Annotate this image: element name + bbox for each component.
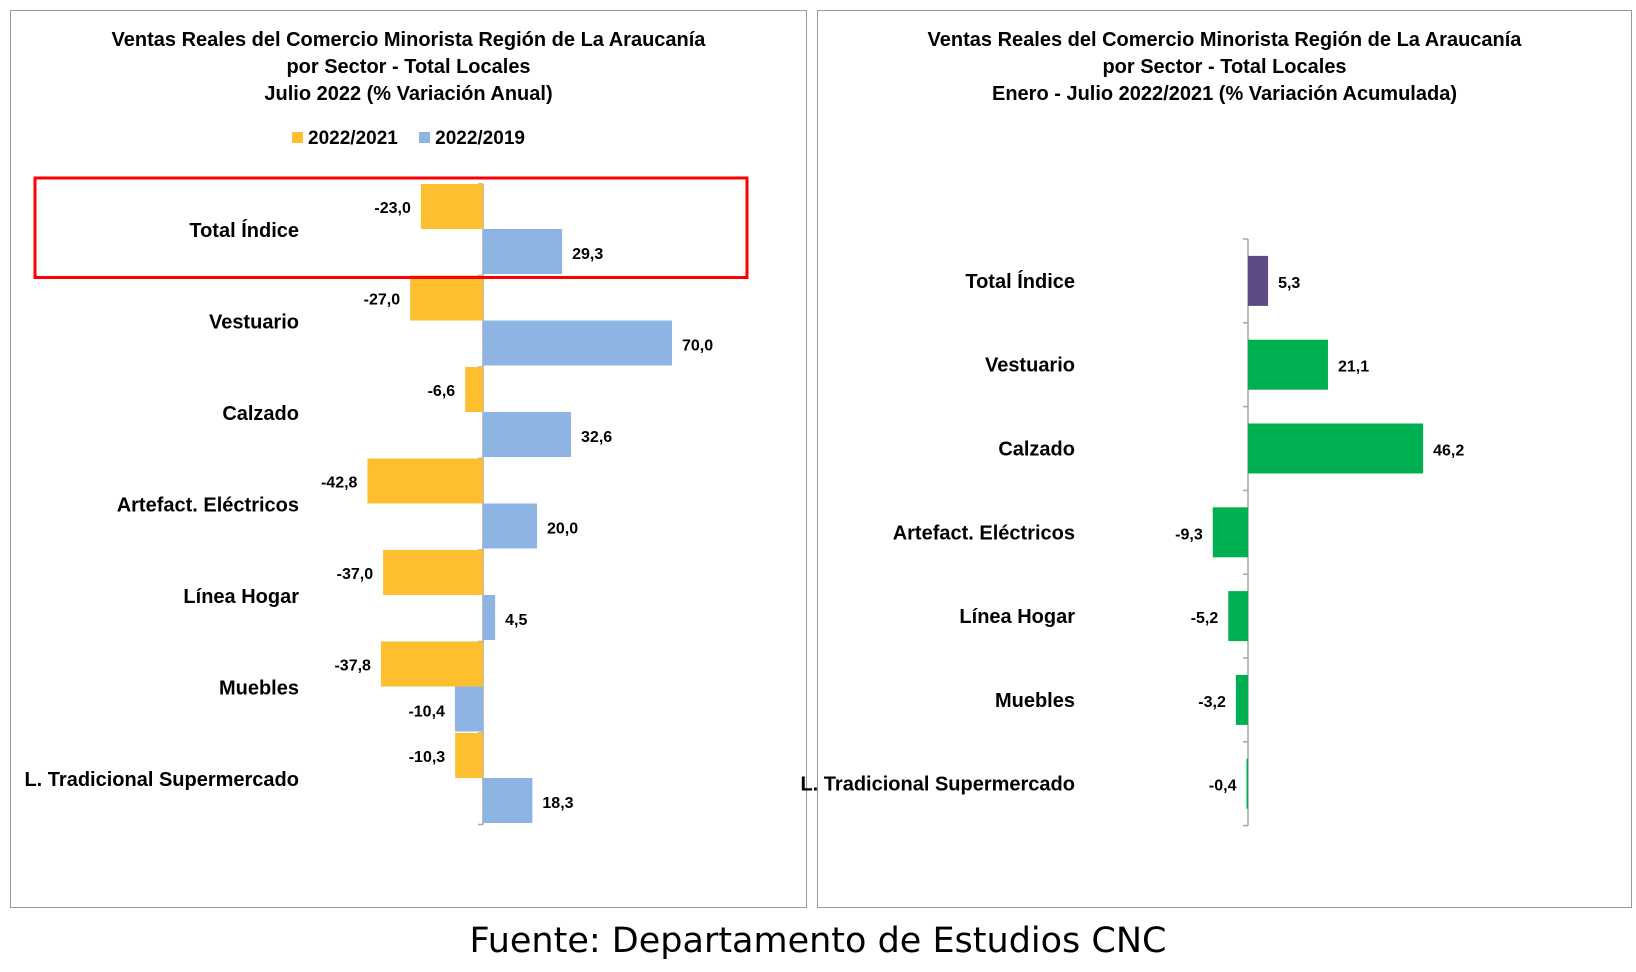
source-caption: Fuente: Departamento de Estudios CNC bbox=[469, 921, 1167, 961]
left-bar-2022-2021-artefact-electricos bbox=[367, 458, 483, 504]
right-bar-l-tradicional-supermercado bbox=[1246, 758, 1248, 809]
right-value-label-muebles: -3,2 bbox=[1198, 694, 1226, 711]
right-bar-linea-hogar bbox=[1228, 591, 1248, 642]
left-bar-2022-2021-vestuario bbox=[410, 275, 483, 321]
right-value-label-calzado: 46,2 bbox=[1433, 443, 1464, 460]
left-category-label-vestuario: Vestuario bbox=[209, 311, 299, 333]
right-chart-title: Ventas Reales del Comercio Minorista Reg… bbox=[818, 27, 1631, 108]
left-value-label-2022-2021-muebles: -37,8 bbox=[334, 658, 371, 675]
left-bar-2022-2019-vestuario bbox=[483, 320, 672, 366]
right-bar-total-indice bbox=[1248, 255, 1269, 306]
right-chart-plot: Total Índice 5,3 Vestuario 21,1 Calzado 46,2 A… bbox=[800, 238, 1464, 827]
right-category-label-l-tradicional-supermercado: L. Tradicional Supermercado bbox=[800, 774, 1075, 796]
legend-item-2022-2019: 2022/2019 bbox=[419, 128, 525, 150]
left-bar-2022-2021-muebles bbox=[380, 641, 483, 687]
right-value-label-total-indice: 5,3 bbox=[1278, 275, 1300, 292]
left-value-label-2022-2019-total-indice: 29,3 bbox=[572, 246, 603, 263]
legend-label-2022-2021: 2022/2021 bbox=[308, 128, 398, 149]
left-bar-2022-2021-total-indice bbox=[420, 184, 483, 229]
right-title-line-2: por Sector - Total Locales bbox=[1102, 56, 1347, 78]
legend-item-2022-2021: 2022/2021 bbox=[292, 128, 398, 150]
right-category-label-calzado: Calzado bbox=[998, 439, 1075, 461]
left-chart-title: Ventas Reales del Comercio Minorista Reg… bbox=[11, 27, 806, 108]
left-bar-2022-2021-linea-hogar bbox=[383, 550, 483, 595]
right-title-line-1: Ventas Reales del Comercio Minorista Reg… bbox=[927, 29, 1522, 51]
left-bar-2022-2019-artefact-electricos bbox=[483, 503, 537, 549]
right-bar-artefact-electricos bbox=[1212, 507, 1248, 558]
left-category-label-artefact-electricos: Artefact. Eléctricos bbox=[117, 494, 299, 516]
left-bar-2022-2021-l-tradicional-supermercado bbox=[455, 733, 483, 778]
left-chart-legend: 2022/2021 2022/2019 bbox=[11, 128, 806, 150]
left-value-label-2022-2019-vestuario: 70,0 bbox=[682, 338, 713, 355]
left-chart-panel: Ventas Reales del Comercio Minorista Reg… bbox=[10, 10, 807, 908]
right-bar-muebles bbox=[1235, 674, 1248, 725]
left-bar-2022-2021-calzado bbox=[465, 367, 483, 412]
left-bar-2022-2019-calzado bbox=[483, 412, 572, 457]
right-category-label-muebles: Muebles bbox=[995, 690, 1075, 712]
right-value-label-vestuario: 21,1 bbox=[1338, 359, 1369, 376]
left-bar-2022-2019-muebles bbox=[454, 686, 483, 732]
right-value-label-l-tradicional-supermercado: -0,4 bbox=[1209, 778, 1237, 795]
left-bar-2022-2019-total-indice bbox=[483, 229, 563, 274]
left-category-label-linea-hogar: Línea Hogar bbox=[183, 586, 299, 608]
right-bar-vestuario bbox=[1248, 339, 1328, 390]
legend-swatch-2022-2019 bbox=[419, 132, 431, 143]
right-category-label-artefact-electricos: Artefact. Eléctricos bbox=[893, 522, 1075, 544]
right-category-label-vestuario: Vestuario bbox=[985, 355, 1075, 377]
left-title-line-3: Julio 2022 (% Variación Anual) bbox=[264, 83, 553, 105]
right-title-line-3: Enero - Julio 2022/2021 (% Variación Acu… bbox=[992, 83, 1457, 105]
left-title-line-1: Ventas Reales del Comercio Minorista Reg… bbox=[111, 29, 706, 51]
right-bar-calzado bbox=[1248, 423, 1424, 474]
right-chart-panel: Ventas Reales del Comercio Minorista Reg… bbox=[800, 10, 1632, 908]
left-category-label-total-indice: Total Índice bbox=[189, 219, 299, 242]
left-value-label-2022-2019-muebles: -10,4 bbox=[408, 704, 445, 721]
right-category-label-total-indice: Total Índice bbox=[965, 270, 1075, 293]
left-category-label-l-tradicional-supermercado: L. Tradicional Supermercado bbox=[24, 769, 299, 791]
left-title-line-2: por Sector - Total Locales bbox=[286, 56, 531, 78]
right-value-label-linea-hogar: -5,2 bbox=[1191, 610, 1219, 627]
left-value-label-2022-2019-linea-hogar: 4,5 bbox=[505, 612, 527, 629]
left-value-label-2022-2021-total-indice: -23,0 bbox=[374, 200, 411, 217]
right-category-label-linea-hogar: Línea Hogar bbox=[959, 606, 1075, 628]
left-highlight-box bbox=[33, 176, 749, 279]
left-value-label-2022-2021-artefact-electricos: -42,8 bbox=[321, 475, 358, 492]
legend-label-2022-2019: 2022/2019 bbox=[435, 128, 525, 149]
left-value-label-2022-2019-artefact-electricos: 20,0 bbox=[547, 521, 578, 538]
left-category-label-calzado: Calzado bbox=[222, 403, 299, 425]
left-bar-2022-2019-linea-hogar bbox=[483, 595, 496, 640]
left-value-label-2022-2021-calzado: -6,6 bbox=[428, 383, 456, 400]
left-value-label-2022-2021-l-tradicional-supermercado: -10,3 bbox=[409, 749, 446, 766]
left-value-label-2022-2019-calzado: 32,6 bbox=[581, 429, 612, 446]
left-bar-2022-2019-l-tradicional-supermercado bbox=[483, 778, 533, 823]
left-category-label-muebles: Muebles bbox=[219, 677, 299, 699]
legend-swatch-2022-2021 bbox=[292, 132, 304, 143]
right-value-label-artefact-electricos: -9,3 bbox=[1175, 526, 1203, 543]
left-value-label-2022-2021-vestuario: -27,0 bbox=[364, 292, 401, 309]
left-value-label-2022-2021-linea-hogar: -37,0 bbox=[337, 566, 374, 583]
left-value-label-2022-2019-l-tradicional-supermercado: 18,3 bbox=[542, 795, 573, 812]
left-chart-plot: Total Índice -23,0 29,3 Vestuario -27,0 70,0 C… bbox=[24, 176, 749, 826]
